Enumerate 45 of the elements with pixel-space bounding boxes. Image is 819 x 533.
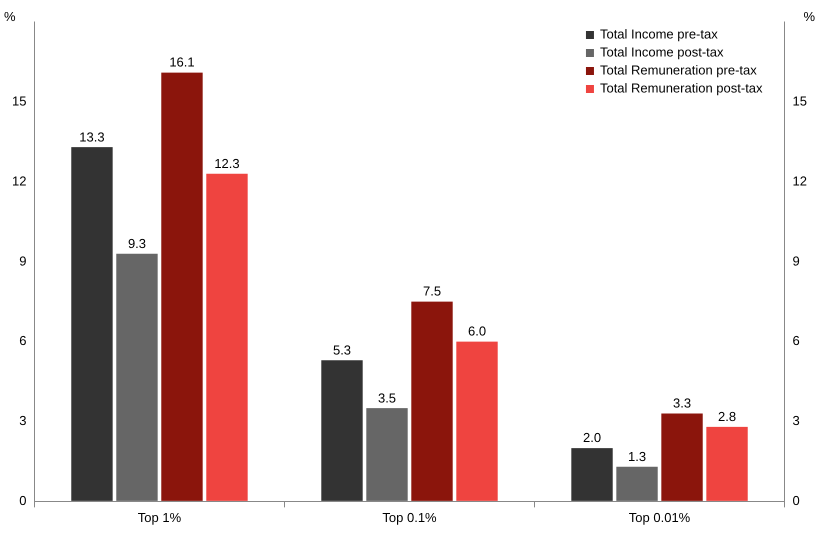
bar [411, 302, 453, 501]
bar [616, 466, 658, 501]
data-label: 7.5 [422, 284, 442, 299]
y-tick-label: 12 [12, 173, 26, 188]
y2-tick-label: 6 [792, 333, 800, 348]
bar [206, 174, 248, 501]
data-label: 3.5 [378, 390, 396, 406]
y2-tick-label: 0 [792, 492, 800, 508]
data-label: 2.0 [582, 430, 602, 446]
y-axis-title: % [4, 9, 16, 24]
data-label: 2.8 [718, 408, 736, 424]
legend-label: Total Remuneration post-tax [600, 80, 764, 96]
y-tick-label: 6 [19, 333, 26, 348]
y2-tick-label: 3 [792, 413, 800, 428]
data-label: 5.3 [332, 342, 352, 358]
y-tick-label: 15 [12, 93, 26, 108]
bar [116, 254, 158, 501]
bar [571, 448, 613, 501]
y2-tick-label: 9 [792, 253, 800, 268]
legend-label: Total Income pre-tax [600, 26, 718, 42]
x-tick-label: Top 1% [138, 510, 182, 525]
legend-label: Total Income post-tax [600, 44, 724, 60]
x-tick-label: Top 0.01% [628, 510, 691, 525]
y2-tick-label: 12 [792, 173, 808, 188]
data-label: 12.3 [214, 156, 240, 171]
data-label: 13.3 [79, 129, 105, 144]
data-label: 1.3 [628, 448, 646, 464]
y-tick-label: 9 [19, 253, 26, 268]
bar [366, 408, 408, 501]
y2-tick-label: 15 [792, 93, 808, 108]
y-tick-label: 3 [19, 413, 26, 428]
y-tick-label: 0 [19, 492, 26, 508]
data-label: 9.3 [128, 236, 146, 251]
bar [161, 72, 203, 501]
bar [456, 342, 498, 501]
data-label: 16.1 [169, 54, 195, 70]
data-label: 3.3 [672, 396, 692, 411]
data-label: 6.0 [468, 324, 486, 339]
legend-label: Total Remuneration pre-tax [600, 62, 758, 78]
bar [661, 414, 703, 501]
bar [321, 360, 363, 501]
x-tick-label: Top 0.1% [382, 510, 438, 525]
bar [71, 147, 113, 501]
y2-axis-title: % [803, 9, 816, 24]
bar [706, 426, 748, 501]
